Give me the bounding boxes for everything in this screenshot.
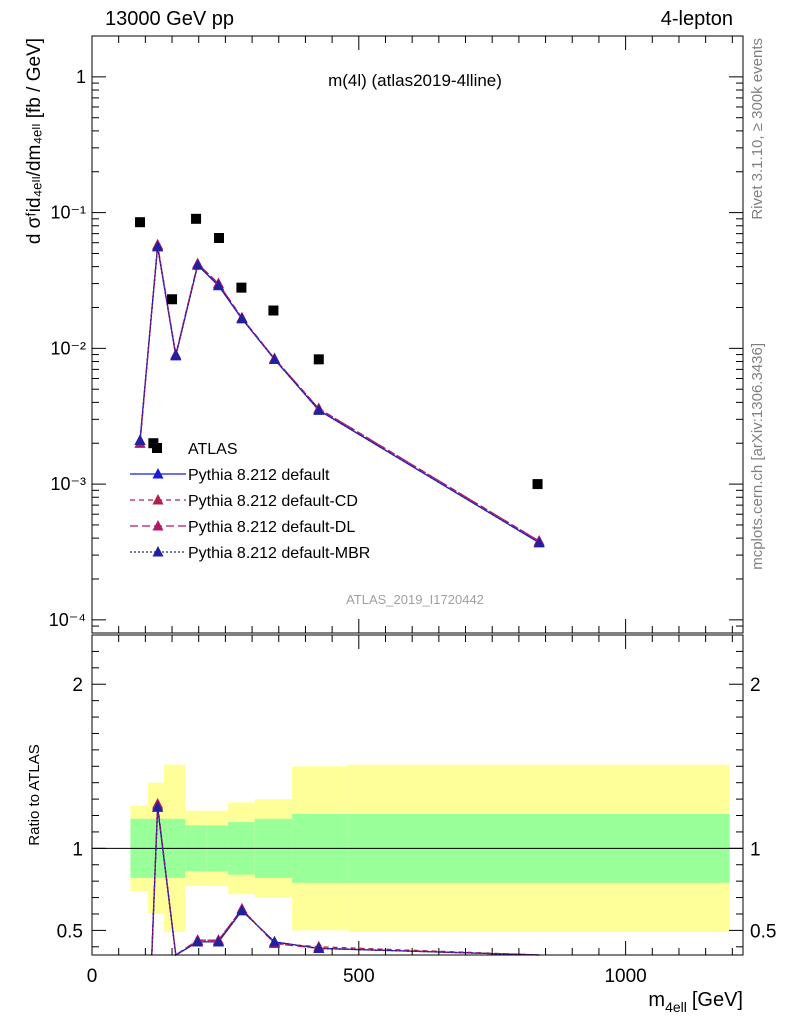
legend: ATLAS Pythia 8.212 default Pythia 8.212 de…	[130, 441, 370, 562]
uncertainty-bands	[92, 764, 743, 933]
x-tick-label-0: 0	[87, 966, 98, 987]
data-point-4	[213, 233, 224, 244]
x-axis-label: m4ell [GeV]	[648, 989, 743, 1015]
series-point-mbr-2	[170, 349, 182, 360]
ratio-point-mbr-6	[268, 935, 280, 947]
ratio-point-mbr-3	[192, 935, 204, 947]
y-tick-label-3: 10⁻¹	[50, 203, 86, 223]
legend-marker-data	[152, 443, 162, 453]
side-label-rivet: Rivet 3.1.10, ≥ 300k events	[749, 38, 766, 220]
side-label-mcplots: mcplots.cern.ch [arXiv:1306.3436]	[749, 343, 766, 570]
y-axis-label-main: d σᶠid₄ₑₗₗ/dm₄ₑₗₗ [fb / GeV]	[24, 38, 45, 244]
ratio-tick-label-right-1: 1	[750, 839, 761, 860]
data-point-0	[135, 217, 146, 228]
ratio-tick-label-right-0: 0.5	[750, 921, 776, 942]
legend-marker-mbr	[152, 546, 164, 557]
ratio-point-mbr-5	[236, 904, 248, 916]
main-panel-frame	[91, 35, 744, 634]
series-point-mbr-0	[134, 434, 146, 445]
x-tick-label-2: 1000	[604, 966, 646, 987]
series-line-dl	[139, 245, 540, 542]
x-tick-label-1: 500	[343, 966, 375, 987]
data-point-7	[313, 354, 324, 365]
legend-label-1: Pythia 8.212 default	[188, 467, 330, 484]
axis-labels: m(4l) (atlas2019-4lline) ATLAS_2019_I172…	[24, 38, 766, 1015]
ratio-tick-label-right-2: 2	[750, 675, 761, 696]
ratio-tick-label-left-0: 0.5	[57, 921, 83, 942]
legend-label-4: Pythia 8.212 default-MBR	[188, 545, 370, 562]
ratio-tick-label-left-2: 2	[72, 675, 83, 696]
series-point-mbr-4	[212, 279, 224, 291]
data-point-3	[191, 213, 202, 224]
ratio-point-mbr-1	[152, 801, 164, 812]
y-axis-label-ratio: Ratio to ATLAS	[26, 744, 43, 845]
x-axis-label-sub: 4ell	[665, 999, 687, 1015]
series-point-mbr-3	[192, 259, 204, 270]
series-point-mbr-1	[152, 240, 164, 252]
series-point-mbr-6	[268, 353, 280, 364]
legend-label-0: ATLAS	[188, 441, 238, 458]
ratio-tick-label-left-1: 1	[72, 839, 83, 860]
chart-title: m(4l) (atlas2019-4lline)	[328, 71, 502, 90]
legend-label-2: Pythia 8.212 default-CD	[188, 493, 358, 510]
data-point-5	[236, 282, 247, 293]
data-point-2	[167, 294, 178, 305]
axis-ticks: 0 500 1000 10⁻⁴ 10⁻³ 10⁻² 10⁻¹ 1 0.5 0.5 1 1 2 2	[49, 35, 776, 987]
data-point-6	[268, 305, 279, 316]
header-left: 13000 GeV pp	[105, 8, 234, 30]
y-tick-label-1: 10⁻³	[50, 474, 86, 494]
y-tick-label-4: 1	[76, 67, 86, 87]
series-markers	[134, 213, 545, 953]
data-point-8	[532, 479, 543, 490]
x-axis-label-main: m	[648, 989, 665, 1011]
y-tick-label-0: 10⁻⁴	[49, 610, 86, 630]
legend-marker-dl	[152, 520, 164, 531]
legend-label-3: Pythia 8.212 default-DL	[188, 519, 355, 536]
series-point-mbr-8	[533, 536, 545, 548]
y-tick-label-2: 10⁻²	[50, 338, 86, 358]
ratio-point-mbr-7	[313, 942, 325, 953]
ratio-point-mbr-4	[212, 935, 224, 947]
series-point-mbr-7	[313, 404, 325, 415]
ratio-panel-frame	[91, 634, 744, 956]
legend-marker-cd	[152, 494, 164, 505]
x-axis-label-unit: [GeV]	[692, 989, 743, 1011]
watermark: ATLAS_2019_I1720442	[346, 592, 484, 607]
series-point-mbr-5	[236, 312, 248, 323]
axes-frames	[91, 35, 744, 956]
ratio-line-mbr	[151, 807, 540, 957]
header-right: 4-lepton	[660, 8, 733, 30]
legend-marker-default	[152, 468, 164, 479]
